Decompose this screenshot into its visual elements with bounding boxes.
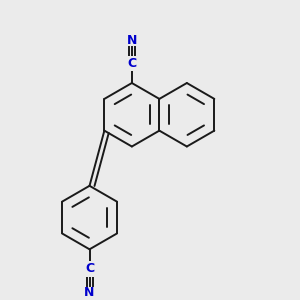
Text: C: C: [85, 262, 94, 275]
Text: N: N: [127, 34, 137, 46]
Text: N: N: [84, 286, 95, 299]
Text: C: C: [127, 57, 136, 70]
